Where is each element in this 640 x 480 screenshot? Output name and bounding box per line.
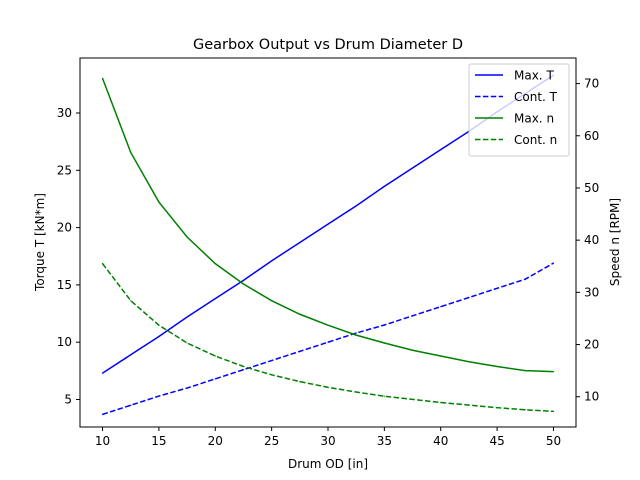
series-3-point xyxy=(327,324,329,326)
y2-tick-label: 60 xyxy=(584,129,599,143)
series-1-point xyxy=(130,354,132,356)
y-tick-label: 20 xyxy=(57,221,72,235)
series-3-point xyxy=(440,355,442,357)
series-2-point xyxy=(158,395,160,397)
y2-tick-label: 50 xyxy=(584,181,599,195)
series-3-point xyxy=(411,349,414,351)
legend-label: Cont. n xyxy=(514,133,557,147)
legend-box xyxy=(468,63,570,157)
x-tick-label: 45 xyxy=(489,434,504,448)
y2-tick-label: 20 xyxy=(584,338,599,352)
series-4-point xyxy=(496,407,498,409)
ticks-layer: 10 15 20 25 30 35 40 45 50 5 10 15 20 25 30 10 20 30 40 50 6… xyxy=(57,77,600,448)
series-1-point xyxy=(411,167,414,169)
series-2-point xyxy=(411,315,414,317)
y-tick-label: 25 xyxy=(57,163,72,177)
y2-tick-label: 10 xyxy=(584,390,599,404)
y-tick-label: 10 xyxy=(57,335,72,349)
series-1-point xyxy=(299,241,301,244)
series-3-point xyxy=(130,151,132,154)
series-4-point xyxy=(468,404,470,406)
legend-label: Max. n xyxy=(514,112,554,126)
y-axis-label: Torque T [kN*m] xyxy=(33,193,47,292)
series-3-point xyxy=(496,365,498,368)
x-tick-label: 30 xyxy=(320,434,335,448)
series-3-point xyxy=(383,342,385,344)
series-1-point xyxy=(101,372,104,374)
series-2-point xyxy=(130,404,132,406)
chart-title: Gearbox Output vs Drum Diameter D xyxy=(193,37,463,53)
series-2-point xyxy=(524,278,526,280)
series-2-point xyxy=(552,262,555,264)
series-2-point xyxy=(355,332,357,334)
series-2-point xyxy=(468,296,470,299)
series-4-point xyxy=(214,355,216,357)
series-2-point xyxy=(383,324,385,326)
series-3-point xyxy=(524,370,526,372)
series-2-point xyxy=(271,359,273,362)
series-1-point xyxy=(214,298,216,300)
series-1-point xyxy=(355,205,357,207)
x-tick-label: 40 xyxy=(433,434,448,448)
series-4-point xyxy=(524,409,526,411)
series-3-point xyxy=(242,283,245,285)
series-3-point xyxy=(101,77,104,79)
y-tick-label: 5 xyxy=(64,392,72,406)
series-3-point xyxy=(214,263,216,265)
series-4-point xyxy=(186,342,188,344)
series-1-point xyxy=(271,260,273,262)
series-4-point xyxy=(158,324,160,326)
series-4-point xyxy=(411,398,414,400)
series-3-point xyxy=(299,313,301,315)
legend: Max. T Cont. T Max. n Cont. n xyxy=(468,63,570,157)
series-1-point xyxy=(327,223,329,225)
series-1-point xyxy=(242,279,245,281)
legend-label: Cont. T xyxy=(514,90,558,104)
series-2-point xyxy=(242,369,245,371)
series-3-point xyxy=(186,236,188,238)
series-2-point xyxy=(440,306,442,308)
series-4-point xyxy=(440,401,442,404)
series-4-point xyxy=(271,374,273,376)
series-3-point xyxy=(271,300,273,302)
x-axis-label: Drum OD [in] xyxy=(288,457,368,471)
y2-tick-label: 70 xyxy=(584,77,599,91)
series-4-point xyxy=(383,395,385,397)
x-tick-label: 15 xyxy=(151,434,166,448)
series-4-point xyxy=(552,410,555,412)
series-3-point xyxy=(355,334,357,336)
x-tick-label: 50 xyxy=(546,434,561,448)
y2-tick-label: 40 xyxy=(584,233,599,247)
series-2-point xyxy=(186,387,188,389)
series-2-point xyxy=(327,341,329,343)
y2-tick-label: 30 xyxy=(584,285,599,299)
series-2-point xyxy=(214,378,216,380)
series-2-point xyxy=(101,413,104,415)
series-4-point xyxy=(299,380,301,383)
series-4-point xyxy=(130,300,132,302)
legend-label: Max. T xyxy=(514,69,554,83)
x-tick-label: 35 xyxy=(377,434,392,448)
series-4-point xyxy=(101,263,104,265)
series-4-point xyxy=(242,365,245,368)
series-1-point xyxy=(440,149,442,151)
series-2-point xyxy=(496,287,498,289)
series-1-point xyxy=(158,335,160,338)
y-tick-label: 15 xyxy=(57,278,72,292)
series-3-point xyxy=(552,371,555,373)
series-2-point xyxy=(299,350,301,352)
series-3-point xyxy=(468,361,470,363)
series-1-point xyxy=(186,316,188,318)
series-3-point xyxy=(158,201,160,203)
series-1-point xyxy=(383,185,385,187)
x-tick-label: 20 xyxy=(208,434,223,448)
y-tick-label: 30 xyxy=(57,106,72,120)
x-tick-label: 10 xyxy=(95,434,110,448)
series-4-point xyxy=(327,386,329,388)
x-tick-label: 25 xyxy=(264,434,279,448)
y2-axis-label: Speed n [RPM] xyxy=(608,198,622,286)
series-4-point xyxy=(355,391,357,393)
